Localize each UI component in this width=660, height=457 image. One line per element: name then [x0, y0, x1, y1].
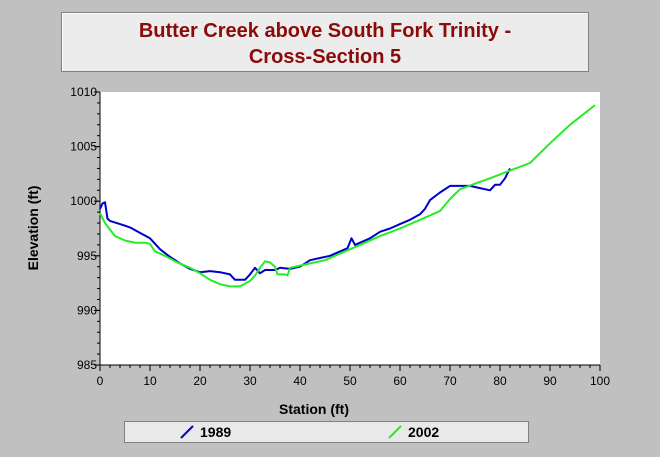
legend-item-2002: 2002 [388, 422, 439, 442]
x-tick-label: 0 [97, 374, 104, 388]
legend-swatch-2002 [388, 425, 402, 439]
y-axis-label: Elevation (ft) [25, 186, 41, 271]
series-line-1989 [99, 167, 511, 281]
series-line-2002 [99, 104, 596, 288]
x-tick-label: 70 [443, 374, 457, 388]
x-tick-label: 100 [590, 374, 610, 388]
y-tick-label: 985 [77, 358, 97, 372]
x-axis-label: Station (ft) [279, 401, 349, 417]
y-tick-label: 990 [77, 303, 97, 317]
y-tick-label: 1000 [70, 194, 97, 208]
chart-title: Butter Creek above South Fork Trinity - … [61, 12, 589, 72]
legend-label-1989: 1989 [200, 424, 232, 440]
x-tick-label: 50 [343, 374, 357, 388]
x-tick-label: 60 [393, 374, 407, 388]
x-tick-label: 30 [243, 374, 257, 388]
legend-item-1989: 1989 [180, 422, 231, 442]
x-tick-label: 90 [543, 374, 557, 388]
series-layer [99, 104, 596, 288]
y-tick-label: 995 [77, 249, 97, 263]
x-tick-label: 10 [143, 374, 157, 388]
chart-title-line-1: Butter Creek above South Fork Trinity - [138, 20, 512, 42]
y-tick-label: 1010 [70, 85, 97, 99]
legend-label-2002: 2002 [408, 424, 440, 440]
y-tick-label: 1005 [70, 140, 97, 154]
legend: 1989 2002 [124, 421, 529, 443]
plot-area [100, 92, 600, 365]
x-tick-label: 80 [493, 374, 507, 388]
x-tick-label: 20 [193, 374, 207, 388]
x-tick-label: 40 [293, 374, 307, 388]
axes: 0 10 20 30 40 50 60 70 80 90 100 985 990 995 1000 1005 1… [70, 85, 610, 388]
legend-swatch-1989 [180, 425, 194, 439]
chart-title-line-2: Cross-Section 5 [248, 46, 402, 68]
